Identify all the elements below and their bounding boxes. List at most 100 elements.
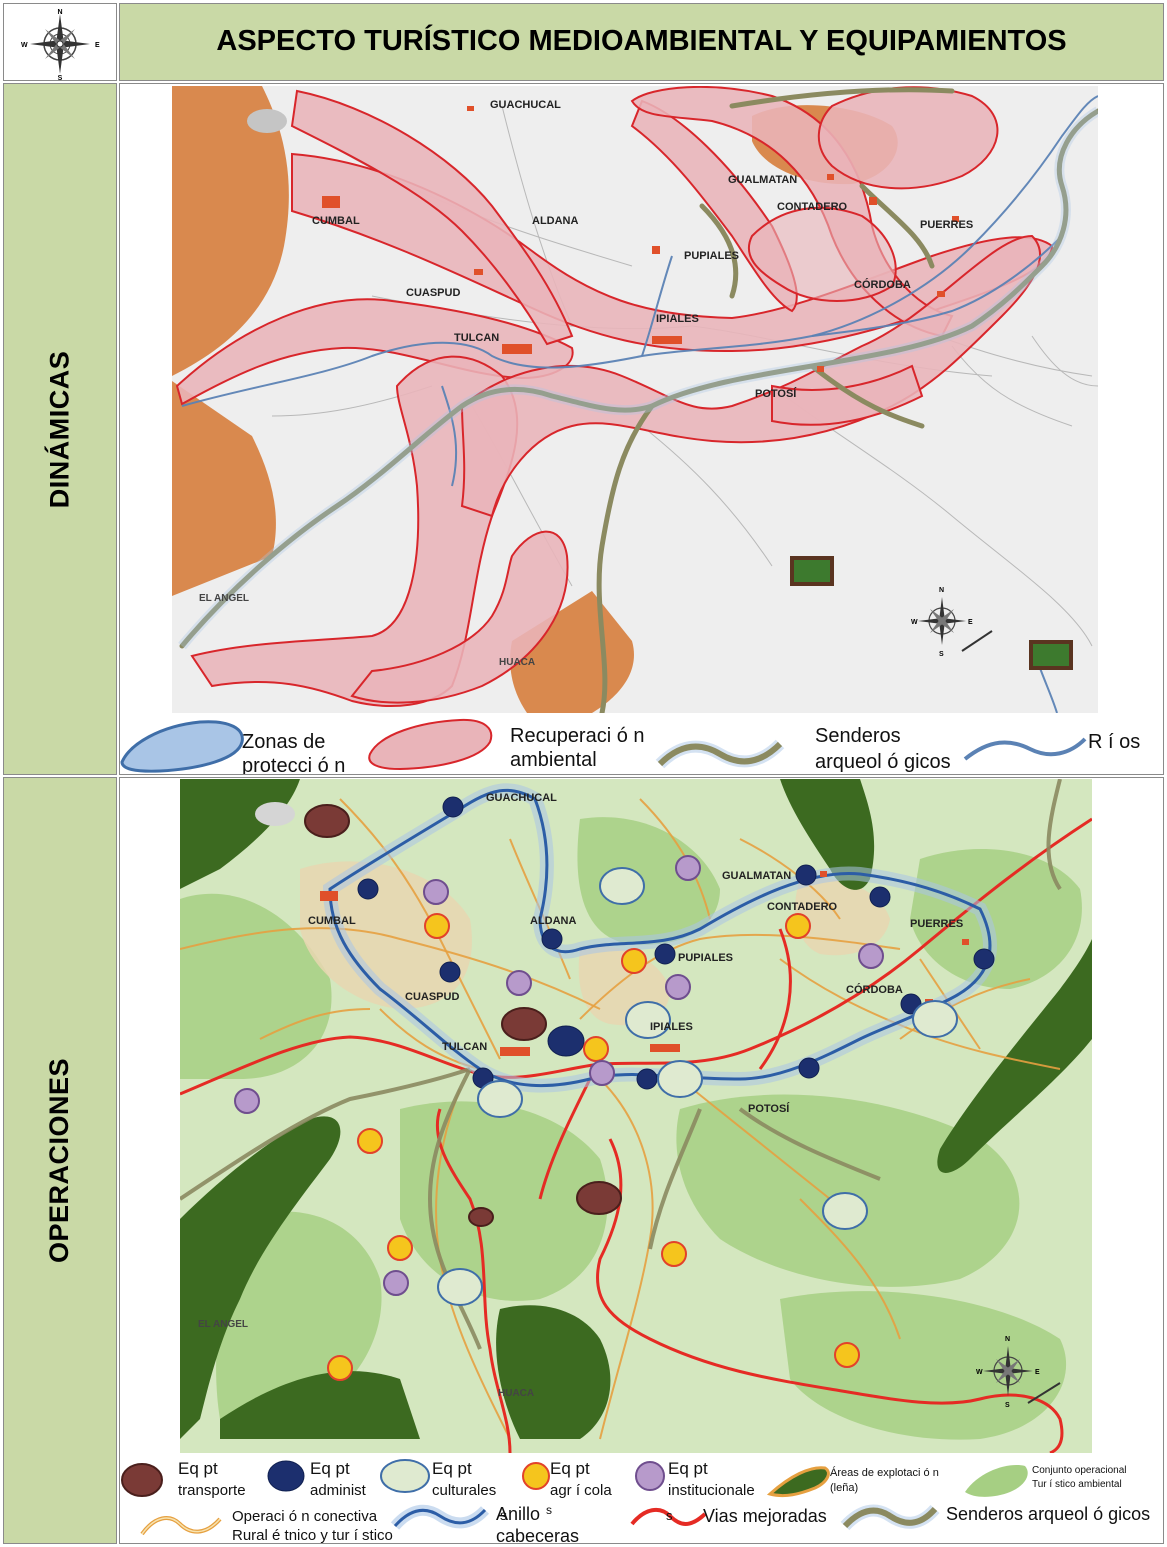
legend-river-swatch: [963, 737, 1087, 761]
exploitation-areas: [180, 779, 1092, 1439]
legend-protection-label-2: protecci ó n: [242, 755, 345, 774]
town-contadero: CONTADERO: [777, 201, 848, 213]
section-label-operaciones: OPERACIONES: [44, 1057, 75, 1264]
town-contadero: CONTADERO: [767, 901, 838, 913]
legend-vias-label: Vias mejoradas: [703, 1506, 827, 1526]
town-puerres: PUERRES: [920, 219, 973, 231]
legend-administ-label-1: Eq pt: [310, 1459, 350, 1478]
town-cordoba: CÓRDOBA: [854, 278, 911, 291]
legend-explotacion-swatch: [766, 1466, 830, 1498]
section-dinamicas-cell: [3, 83, 117, 775]
legend-transporte-swatch: [121, 1463, 163, 1497]
town-aldana: ALDANA: [530, 915, 576, 927]
legend-institucional-label-1: Eq pt: [668, 1459, 708, 1478]
town-tulcan: TULCAN: [442, 1041, 487, 1053]
urban-areas: [322, 106, 959, 372]
legend-recovery-label-2: ambiental: [510, 749, 597, 771]
town-ipiales: IPIALES: [656, 313, 699, 325]
town-el-angel: EL ANGEL: [199, 593, 249, 604]
compass-s-label: S: [1005, 1402, 1010, 1409]
town-el-angel: EL ANGEL: [198, 1319, 248, 1330]
compass-icon: [983, 1346, 1061, 1404]
town-huaca: HUACA: [498, 1388, 534, 1399]
legend-transporte-label-1: Eq pt: [178, 1459, 218, 1478]
town-gualmatan: GUALMATAN: [722, 870, 791, 882]
compass-s-label: S: [939, 651, 944, 658]
legend-operacion-label-2: Rural é tnico y tur í stico: [232, 1527, 393, 1543]
town-cumbal: CUMBAL: [312, 215, 360, 227]
compass-w-label: W: [21, 42, 28, 49]
compass-s-label: S: [58, 75, 63, 80]
legend-trail-label-1: Senderos: [815, 725, 901, 747]
compass-e-label: E: [95, 42, 100, 49]
town-ipiales: IPIALES: [650, 1021, 693, 1033]
town-huaca: HUACA: [499, 657, 535, 668]
town-gualmatan: GUALMATAN: [728, 174, 797, 186]
section-label-dinamicas: DINÁMICAS: [44, 350, 75, 508]
operaciones-map: N S E W GUACHUCAL CUMBAL ALDANA GUALMATA…: [180, 779, 1092, 1453]
compass-e-label: E: [1035, 1369, 1040, 1376]
town-guachucal: GUACHUCAL: [486, 792, 557, 804]
legend-protection-swatch: [120, 720, 244, 773]
archaeological-trails: [179, 87, 1098, 713]
legend-explotacion-label-1: Áreas de explotaci ó n: [830, 1466, 939, 1479]
legend-river-label: R í os: [1088, 731, 1140, 753]
legend-operacion-swatch: [140, 1516, 222, 1536]
legend-administ-swatch: [267, 1460, 305, 1492]
page-title: ASPECTO TURÍSTICO MEDIOAMBIENTAL Y EQUIP…: [216, 24, 1067, 57]
legend-agricola-swatch: [522, 1462, 550, 1490]
section-operaciones-cell: [3, 777, 117, 1544]
legend-vias-label-s: s: [666, 1508, 673, 1523]
improved-roads: [180, 817, 1092, 1453]
compass-n-label: N: [57, 9, 62, 16]
legend-recovery-swatch: [368, 718, 493, 771]
dinamicas-map: N S E W GUACHUCAL CUMBAL ALDANA GUALMATA…: [172, 86, 1098, 713]
legend-institucional-label-3: s: [500, 1507, 507, 1523]
town-puerres: PUERRES: [910, 918, 963, 930]
town-cuaspud: CUASPUD: [406, 287, 460, 299]
operaciones-legend: Eq pt transporte Eq pt administ Eq pt cu…: [121, 1459, 1150, 1543]
town-tulcan: TULCAN: [454, 332, 499, 344]
compass-e-label: E: [968, 619, 973, 626]
compass-logo-cell: N S E W: [3, 3, 117, 82]
legend-senderos-label: Senderos arqueol ó gicos: [946, 1504, 1150, 1524]
compass-n-label: N: [1005, 1336, 1010, 1343]
compass-n-label: N: [939, 587, 944, 594]
header-title-cell: [119, 3, 1164, 81]
legend-operacion-label-1: Operaci ó n conectiva: [232, 1508, 378, 1525]
dinamicas-legend: Zonas de protecci ó n Recuperaci ó n amb…: [120, 718, 1140, 774]
legend-institucional-swatch: [635, 1461, 665, 1491]
town-pupiales: PUPIALES: [684, 250, 739, 262]
legend-anillo-label-1: Anillo: [496, 1504, 540, 1524]
legend-anillo-swatch: [390, 1504, 490, 1530]
legend-culturales-label-1: Eq pt: [432, 1459, 472, 1478]
legend-agricola-label-2: agr í cola: [550, 1482, 612, 1499]
legend-institucional-label-2: institucionale: [668, 1482, 755, 1499]
town-cumbal: CUMBAL: [308, 915, 356, 927]
compass-w-label: W: [976, 1369, 983, 1376]
legend-administ-label-2: administ: [310, 1482, 367, 1499]
legend-conjunto-swatch: [965, 1465, 1028, 1497]
town-guachucal: GUACHUCAL: [490, 99, 561, 111]
town-ring: [322, 783, 997, 1093]
recovery-zones: [175, 86, 1054, 707]
legend-agricola-label-1: Eq pt: [550, 1459, 590, 1478]
legend-culturales-swatch: [380, 1459, 430, 1493]
legend-explotacion-label-2: (leña): [830, 1482, 858, 1494]
legend-vias-swatch: [630, 1507, 707, 1526]
legend-conjunto-label-1: Conjunto operacional: [1032, 1465, 1127, 1476]
town-cuaspud: CUASPUD: [405, 991, 459, 1003]
town-pupiales: PUPIALES: [678, 952, 733, 964]
legend-transporte-label-2: transporte: [178, 1482, 246, 1499]
legend-anillo-label-2: cabeceras: [496, 1526, 579, 1543]
town-aldana: ALDANA: [532, 215, 578, 227]
archaeological-trails: [180, 779, 1062, 1350]
legend-conjunto-label-2: Tur í stico ambiental: [1032, 1479, 1122, 1490]
town-potosi: POTOSÍ: [748, 1102, 790, 1115]
compass-rose-icon: N S E W: [21, 9, 100, 82]
equipment-markers: [234, 796, 995, 1381]
map-markers: [790, 556, 1073, 670]
legend-anillo-label-s: s: [546, 1503, 552, 1517]
legend-trail-label-2: arqueol ó gicos: [815, 751, 951, 773]
town-potosi: POTOSÍ: [755, 387, 797, 400]
